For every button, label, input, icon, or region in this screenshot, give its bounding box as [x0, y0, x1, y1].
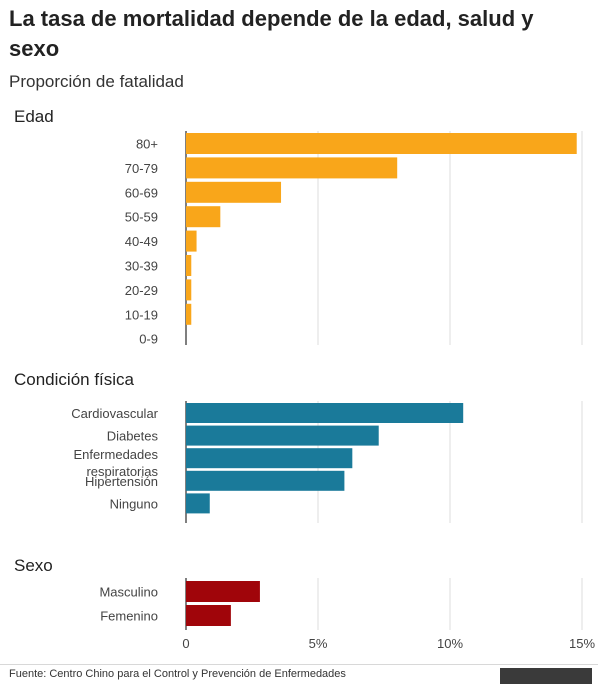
bar-condicion-fisica	[186, 448, 353, 469]
bar-condicion-fisica	[186, 470, 345, 491]
group-header-sexo: Sexo	[14, 556, 53, 575]
category-label: 0-9	[139, 332, 158, 347]
bar-edad	[186, 255, 192, 276]
category-label: 20-29	[125, 283, 158, 298]
bar-edad	[186, 181, 282, 203]
category-label: 80+	[136, 137, 158, 152]
bar-edad	[186, 206, 221, 228]
category-label: Femenino	[100, 609, 158, 624]
x-tick-label: 15%	[569, 636, 595, 651]
x-tick-label: 10%	[437, 636, 463, 651]
group-header-edad: Edad	[14, 107, 54, 126]
category-label: 60-69	[125, 185, 158, 200]
bar-sexo	[186, 581, 260, 602]
category-label: 50-59	[125, 210, 158, 225]
category-label: Enfermedades respiratorias	[73, 447, 158, 479]
category-label: 40-49	[125, 234, 158, 249]
category-label: 10-19	[125, 307, 158, 322]
category-label: 70-79	[125, 161, 158, 176]
getty-images-logo	[500, 668, 592, 684]
source-note: Fuente: Centro Chino para el Control y P…	[9, 668, 346, 680]
bar-edad	[186, 133, 577, 154]
bar-edad	[186, 279, 192, 301]
footer-divider	[0, 664, 598, 665]
x-tick-label: 0	[182, 636, 189, 651]
bar-condicion-fisica	[186, 403, 464, 423]
category-label: Diabetes	[107, 429, 159, 444]
bar-edad	[186, 230, 197, 252]
bar-edad	[186, 157, 398, 179]
category-label: Masculino	[99, 585, 158, 600]
category-label: Hipertensión	[85, 474, 158, 489]
chart-subtitle: Proporción de fatalidad	[9, 72, 184, 91]
group-header-condicion-fisica: Condición física	[14, 370, 135, 389]
bar-condicion-fisica	[186, 493, 210, 514]
bar-sexo	[186, 605, 231, 626]
bar-condicion-fisica	[186, 425, 379, 446]
chart-canvas: Edad 80+ 70-79 60-69 50-59 40-49 30-39 20-29 10-…	[14, 107, 595, 651]
category-label: 30-39	[125, 259, 158, 274]
category-label: Cardiovascular	[71, 406, 158, 421]
chart-title: La tasa de mortalidad depende de la edad…	[9, 6, 534, 61]
bar-edad	[186, 303, 192, 325]
x-tick-label: 5%	[309, 636, 328, 651]
category-label: Ninguno	[110, 496, 158, 511]
